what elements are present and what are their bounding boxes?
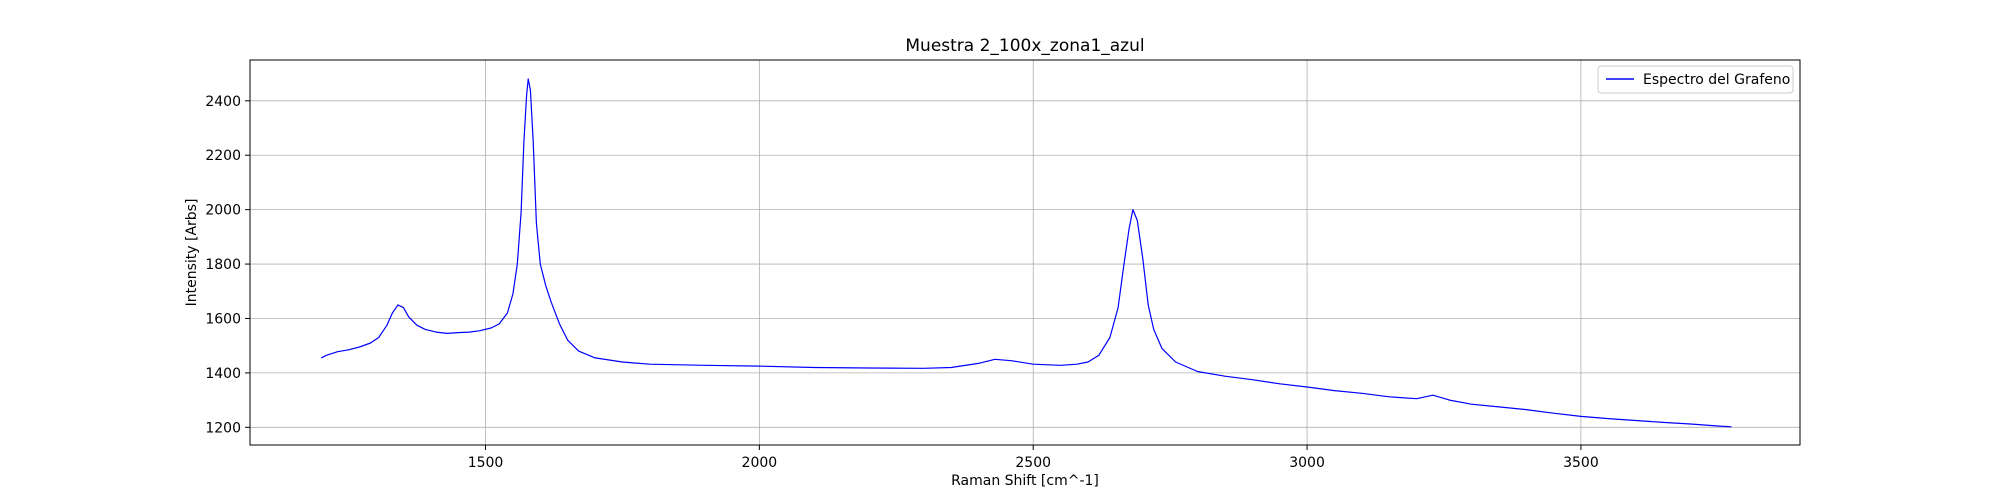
y-tick-label: 2000 <box>205 203 241 219</box>
y-tick-label: 1400 <box>205 366 241 382</box>
y-tick-label: 2400 <box>205 94 241 110</box>
legend-label: Espectro del Grafeno <box>1643 72 1790 88</box>
plot-frame <box>249 59 1801 446</box>
y-tick-label: 1600 <box>205 311 241 327</box>
x-tick-label: 2000 <box>742 455 778 471</box>
y-tick-label: 2200 <box>205 148 241 164</box>
ticks: 1500 2000 2500 3000 3500 1200 1400 1600 1800 2000… <box>205 94 1598 471</box>
series-layer <box>320 78 1732 428</box>
y-axis-label: Intensity [Arbs] <box>184 199 200 307</box>
x-axis-label: Raman Shift [cm^-1] <box>951 473 1099 489</box>
x-tick-label: 3500 <box>1563 455 1599 471</box>
x-tick-label: 1500 <box>468 455 504 471</box>
legend: Espectro del Grafeno <box>1597 65 1794 94</box>
grid-lines <box>250 60 1800 445</box>
chart-title: Muestra 2_100x_zona1_azul <box>905 36 1144 56</box>
series-line <box>320 78 1732 428</box>
x-tick-label: 3000 <box>1289 455 1325 471</box>
legend-box <box>1597 65 1794 94</box>
y-tick-label: 1200 <box>205 420 241 436</box>
y-tick-label: 1800 <box>205 257 241 273</box>
x-tick-label: 2500 <box>1015 455 1051 471</box>
